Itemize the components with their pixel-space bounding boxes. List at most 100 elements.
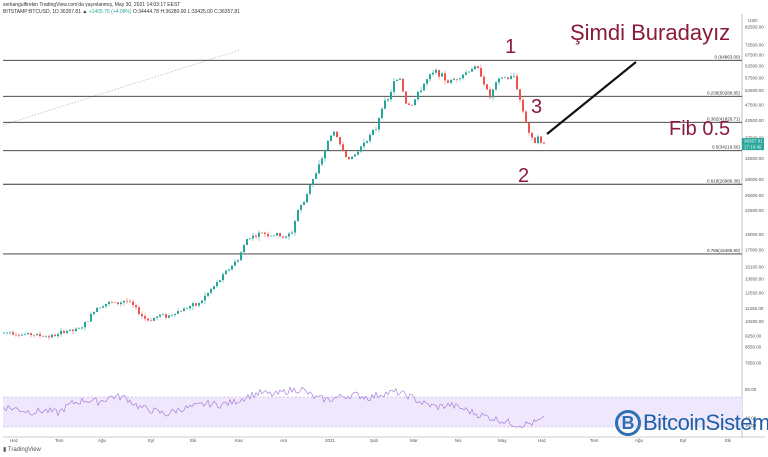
candle-body [270,235,272,237]
bitcoin-b-icon: B [615,410,641,436]
candle-body [192,303,194,307]
candle-body [366,141,368,143]
candle-body [408,103,410,105]
candle-body [48,336,50,338]
candle-body [258,232,260,237]
candle-body [27,333,29,335]
candle-body [111,301,113,303]
candle-body [435,70,437,73]
y-tick-label: 17000.00 [745,248,764,253]
candle-body [525,111,527,123]
candle-body [267,234,269,237]
candle-body [324,150,326,159]
candle-body [315,173,317,179]
candle-body [153,317,155,321]
candle-body [195,303,197,306]
y-tick-label: 9250.00 [745,334,762,339]
candle-body [447,80,449,83]
candle-body [165,314,167,318]
candle-body [81,327,83,329]
candle-body [168,315,170,318]
annotation-point-2: 2 [518,165,530,187]
fib-level-label: 0.618(26986.38) [707,178,741,183]
tradingview-logo[interactable]: ▮ TradingView [3,447,41,453]
candle-body [249,238,251,240]
rsi-tick-label: 40.00 [745,416,757,421]
candle-body [498,78,500,83]
candle-body [375,129,377,131]
x-tick-label: Haz [10,438,19,443]
candle-body [57,334,59,337]
candle-body [414,99,416,106]
candle-body [93,311,95,315]
fib-level-label: 0.5(34219.56) [712,145,741,150]
candle-body [297,209,299,222]
candle-body [279,232,281,237]
candle-body [144,316,146,319]
candle-body [129,301,131,302]
y-tick-label: 7650.00 [745,360,762,365]
candle-body [126,300,128,302]
candle-body [303,202,305,206]
candle-body [105,303,107,307]
y-tick-label: 13850.00 [745,277,764,282]
candle-body [318,164,320,174]
candle-body [84,321,86,328]
brand-watermark: B BitcoinSistemi [615,410,768,436]
candle-body [45,336,47,337]
x-tick-label: 2021 [325,438,336,443]
candle-body [369,134,371,142]
candle-body [390,91,392,100]
candle-body [534,137,536,144]
candle-body [237,260,239,262]
candle-body [132,301,134,306]
candle-body [537,136,539,144]
candle-body [507,77,509,80]
y-tick-label: 12550.00 [745,290,764,295]
candle-body [219,280,221,282]
candle-body [474,66,476,70]
y-tick-label: 82500.00 [745,24,764,29]
y-tick-label: 8550.00 [745,345,762,350]
candle-body [6,332,8,333]
x-tick-label: Ağu [98,438,107,443]
candle-body [378,118,380,130]
candle-body [30,333,32,335]
candle-body [141,314,143,317]
candle-body [63,330,65,333]
candle-body [201,300,203,304]
candle-body [135,305,137,308]
candle-body [117,302,119,305]
candle-body [162,314,164,315]
candle-body [282,236,284,238]
x-tick-label: Kas [235,438,244,443]
last-price-label: 36357.81 [744,139,763,144]
y-tick-label: 19000.00 [745,232,764,237]
candle-body [495,82,497,90]
candle-body [108,301,110,304]
annotation-fib: Fib 0.5 [669,118,731,140]
dotted-trendline [2,49,241,126]
candle-body [159,314,161,317]
x-tick-label: Haz [538,438,547,443]
candle-body [102,306,104,308]
candle-body [231,265,233,270]
candle-body [183,308,185,312]
candle-body [255,235,257,237]
candle-body [384,100,386,109]
candle-body [294,221,296,233]
candle-body [345,151,347,157]
candle-body [429,74,431,80]
candle-body [21,334,23,336]
candle-body [114,302,116,303]
candle-body [321,158,323,165]
candle-body [459,78,461,80]
candle-body [171,315,173,316]
brand-label: BitcoinSistemi [643,410,768,435]
candle-body [15,334,17,336]
candle-body [42,336,44,337]
x-tick-label: Ara [280,438,288,443]
candle-body [33,334,35,336]
y-tick-label: 42500.00 [745,118,764,123]
